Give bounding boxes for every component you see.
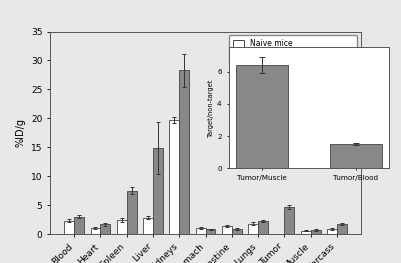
Bar [143,218,153,234]
Bar [222,226,232,234]
Bar [117,220,127,234]
Bar [327,229,337,234]
Bar [127,191,137,234]
Legend: Naive mice, LNCaP-tumor-bearing mice: Naive mice, LNCaP-tumor-bearing mice [229,36,357,65]
Bar [64,221,74,234]
Y-axis label: %ID/g: %ID/g [15,118,25,147]
Bar [101,224,110,234]
Bar [153,148,163,234]
Bar [196,228,205,234]
Y-axis label: Target/non-target: Target/non-target [208,79,214,137]
Bar [337,224,347,234]
Bar [258,221,268,234]
Bar [91,228,101,234]
Bar [74,217,84,234]
Bar [232,229,242,234]
Bar [248,224,258,234]
Bar [284,207,294,234]
Bar [310,230,320,234]
Bar [236,65,288,168]
Bar [330,144,382,168]
Bar [301,231,310,234]
Bar [205,229,215,234]
Bar [169,120,179,234]
Bar [179,70,189,234]
